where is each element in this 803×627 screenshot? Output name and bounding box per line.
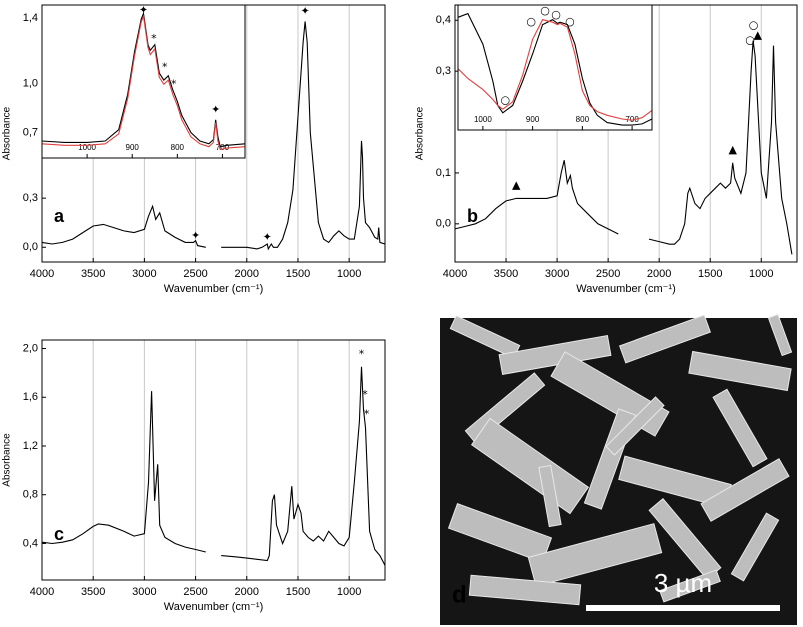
x-tick-label: 4000 (30, 586, 54, 598)
x-tick-label: 3000 (545, 268, 569, 280)
peak-marker: ▲ (753, 29, 762, 42)
x-tick-label: 2500 (596, 268, 620, 280)
x-tick-label: 4000 (30, 268, 54, 280)
x-tick-label: 800 (576, 115, 590, 124)
panel-label: d (452, 581, 467, 608)
x-tick-label: 2500 (183, 586, 207, 598)
spectrum-line (41, 21, 386, 251)
y-axis-label: Absorbance (415, 106, 426, 160)
y-tick-label: 1,2 (23, 440, 38, 452)
plot-border (41, 339, 386, 581)
x-tick-label: 1000 (337, 586, 361, 598)
x-axis-label: Wavenumber (cm⁻¹) (164, 283, 264, 295)
x-tick-label: 3500 (494, 268, 518, 280)
y-tick-label: 0,7 (23, 127, 38, 139)
x-axis-label: Wavenumber (cm⁻¹) (576, 283, 676, 295)
x-tick-label: 3000 (132, 586, 156, 598)
peak-marker: * (359, 348, 365, 361)
x-tick-label: 2500 (183, 268, 207, 280)
y-tick-label: 1,4 (23, 12, 38, 24)
x-tick-label: 3000 (132, 268, 156, 280)
x-tick-label: 1000 (78, 143, 96, 152)
y-tick-label: 0,0 (436, 218, 451, 230)
x-tick-label: 3500 (81, 268, 105, 280)
y-tick-label: 0,0 (23, 241, 38, 253)
peak-marker: ○ (526, 15, 536, 28)
y-tick-label: 0,4 (436, 14, 451, 26)
peak-marker: ✦ (139, 4, 148, 17)
y-axis-label: Absorbance (2, 433, 13, 487)
panel-label: a (54, 206, 65, 226)
x-tick-label: 800 (171, 143, 185, 152)
peak-marker: * (151, 32, 157, 45)
peak-marker: ○ (540, 4, 550, 17)
y-tick-label: 1,0 (23, 77, 38, 89)
spectrum-line (41, 366, 386, 566)
peak-marker: * (364, 407, 370, 420)
peak-marker: * (171, 77, 177, 90)
y-tick-label: 0,8 (23, 489, 38, 501)
peak-marker: ○ (749, 18, 759, 31)
x-tick-label: 900 (126, 143, 140, 152)
peak-marker: ○ (745, 34, 755, 47)
plot-border (457, 4, 653, 131)
y-tick-label: 0,1 (436, 167, 451, 179)
x-tick-label: 1500 (286, 586, 310, 598)
spectrum-line (41, 14, 246, 151)
peak-marker: ✦ (191, 229, 200, 242)
scale-bar-label: 3 µm (654, 568, 712, 598)
spectrum-line (454, 40, 793, 255)
x-tick-label: 1000 (474, 115, 492, 124)
x-tick-label: 900 (526, 115, 540, 124)
y-tick-label: 2,0 (23, 342, 38, 354)
peak-marker: ✦ (301, 5, 310, 18)
x-tick-label: 1000 (337, 268, 361, 280)
peak-marker: ○ (565, 15, 575, 28)
x-tick-label: 1000 (749, 268, 773, 280)
peak-marker: ✦ (263, 230, 272, 243)
peak-marker: ○ (500, 94, 510, 107)
y-tick-label: 0,4 (23, 537, 38, 549)
x-tick-label: 1500 (286, 268, 310, 280)
spectrum-line (457, 12, 653, 126)
plot-border (41, 4, 246, 159)
y-tick-label: 0,3 (23, 192, 38, 204)
panel-label: c (54, 524, 64, 544)
x-tick-label: 2000 (235, 586, 259, 598)
x-tick-label: 4000 (443, 268, 467, 280)
peak-marker: * (162, 60, 168, 73)
x-tick-label: 1500 (698, 268, 722, 280)
inset-frame (458, 5, 652, 130)
peak-marker: ○ (551, 8, 561, 21)
peak-marker: ▲ (728, 143, 737, 156)
peak-marker: ✦ (211, 103, 220, 116)
x-axis-label: Wavenumber (cm⁻¹) (164, 601, 264, 613)
y-axis-label: Absorbance (2, 106, 13, 160)
spectrum-line (457, 19, 653, 121)
plot-frame (42, 340, 385, 580)
panel-label: b (467, 206, 478, 226)
x-tick-label: 3500 (81, 586, 105, 598)
y-tick-label: 1,6 (23, 391, 38, 403)
peak-marker: ▲ (512, 179, 521, 192)
peak-marker: * (362, 388, 368, 401)
x-tick-label: 700 (216, 143, 230, 152)
sem-image: 3 µm d (440, 313, 797, 625)
y-tick-label: 0,3 (436, 65, 451, 77)
inset-frame (42, 5, 245, 158)
x-tick-label: 2000 (647, 268, 671, 280)
x-tick-label: 2000 (235, 268, 259, 280)
